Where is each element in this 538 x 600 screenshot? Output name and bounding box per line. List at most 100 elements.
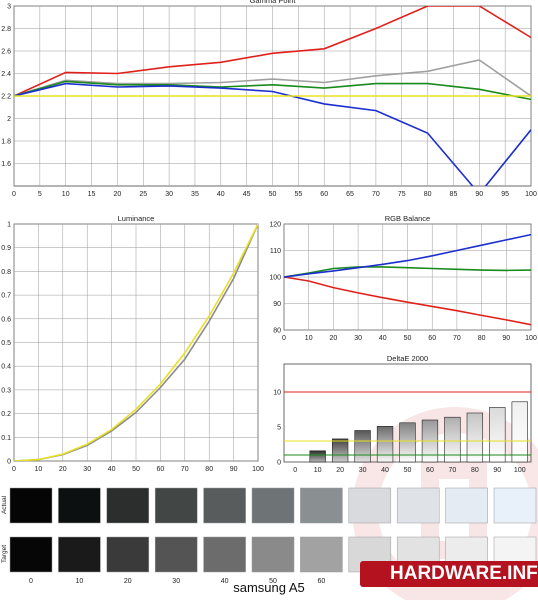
target-swatch <box>154 536 198 573</box>
rgb-x-tick-label: 70 <box>453 335 461 342</box>
deltae-title: DeltaE 2000 <box>387 354 428 363</box>
gamma-x-tick-label: 50 <box>269 191 277 198</box>
gamma-series-0-line <box>14 6 531 97</box>
rgb-title: RGB Balance <box>385 214 430 223</box>
rgb-y-tick-label: 110 <box>270 248 281 255</box>
luminance-y-tick-label: 1 <box>7 222 11 229</box>
swatch-label: 50 <box>269 578 277 585</box>
rgb-y-tick-label: 90 <box>273 301 281 308</box>
rgb-x-tick-label: 60 <box>428 335 436 342</box>
gamma-x-tick-label: 60 <box>320 191 328 198</box>
luminance-y-tick-label: 0.7 <box>1 293 11 300</box>
actual-swatch <box>396 487 440 524</box>
luminance-y-tick-label: 0.1 <box>1 435 11 442</box>
deltae-x-tick-label: 40 <box>381 467 389 474</box>
deltae-x-tick-label: 20 <box>336 467 344 474</box>
gamma-x-tick-label: 30 <box>165 191 173 198</box>
gamma-series-3-line <box>14 82 531 186</box>
gamma-y-tick-label: 2.2 <box>1 94 11 101</box>
rgb-x-tick-label: 100 <box>525 335 537 342</box>
deltae-x-tick-label: 70 <box>449 467 457 474</box>
deltae-bar <box>466 412 484 463</box>
logo-text: HARDWARE.INFO <box>390 563 538 584</box>
hardware-info-logo: HARDWARE.INFO <box>360 561 538 587</box>
gamma-y-tick-label: 1.6 <box>1 161 11 168</box>
actual-swatch <box>445 487 488 524</box>
swatch-label: 30 <box>172 578 180 585</box>
deltae-x-tick-label: 80 <box>471 467 479 474</box>
deltae-x-tick-label: 60 <box>426 467 434 474</box>
rgb-x-tick-label: 90 <box>502 335 510 342</box>
deltae-bar <box>399 422 416 463</box>
luminance-x-tick-label: 20 <box>59 466 67 473</box>
rgb-x-tick-label: 20 <box>330 335 338 342</box>
luminance-y-tick-label: 0 <box>7 459 11 466</box>
deltae-y-tick-label: 10 <box>273 390 281 397</box>
rgb-y-tick-label: 120 <box>269 222 281 229</box>
deltae-x-tick-label: 90 <box>493 467 501 474</box>
luminance-y-tick-label: 0.4 <box>1 364 11 371</box>
gamma-x-tick-label: 90 <box>475 191 483 198</box>
luminance-title: Luminance <box>118 214 155 223</box>
deltae-bar <box>489 407 506 463</box>
gamma-x-tick-label: 70 <box>372 191 380 198</box>
luminance-y-tick-label: 0.9 <box>1 245 11 252</box>
deltae-x-tick-label: 10 <box>314 467 322 474</box>
luminance-x-tick-label: 0 <box>12 466 16 473</box>
rgb-x-tick-label: 30 <box>354 335 362 342</box>
actual-swatch <box>106 487 150 524</box>
rgb-chart: 80 90 100 110 120 0 10 20 30 40 50 60 70 80 90 100 RGB B… <box>269 214 537 342</box>
rgb-x-tick-label: 0 <box>282 335 286 342</box>
luminance-x-tick-label: 10 <box>35 466 43 473</box>
gamma-x-tick-label: 75 <box>398 191 406 198</box>
luminance-y-tick-label: 0.6 <box>1 316 11 323</box>
target-swatch <box>300 536 343 573</box>
rgb-series-2-line <box>284 233 531 278</box>
gamma-x-tick-label: 25 <box>139 191 147 198</box>
swatch-panel: 0 10 20 30 40 50 60 Actual Target <box>1 487 537 585</box>
gamma-x-tick-label: 80 <box>424 191 432 198</box>
gamma-x-tick-label: 85 <box>450 191 458 198</box>
actual-swatch <box>58 487 101 524</box>
actual-swatch <box>9 487 53 524</box>
luminance-y-tick-label: 0.5 <box>1 340 11 347</box>
gamma-x-tick-label: 45 <box>243 191 251 198</box>
luminance-y-tick-label: 0.2 <box>1 411 11 418</box>
gamma-y-tick-label: 2.8 <box>1 26 11 33</box>
actual-swatch <box>154 487 198 524</box>
luminance-x-tick-label: 40 <box>108 466 116 473</box>
luminance-x-tick-label: 50 <box>132 466 140 473</box>
luminance-x-tick-label: 90 <box>230 466 238 473</box>
device-caption: samsung A5 <box>233 580 305 595</box>
gamma-series-1-line <box>14 59 531 97</box>
actual-swatch <box>300 487 343 524</box>
actual-swatch <box>348 487 392 524</box>
gamma-x-tick-label: 10 <box>62 191 70 198</box>
gamma-x-tick-label: 15 <box>88 191 96 198</box>
gamma-title: Gamma Point <box>250 0 297 5</box>
gamma-x-tick-label: 65 <box>346 191 354 198</box>
luminance-chart: 00.10.20.30.40.50.60.70.80.910 10 20 30 40 50… <box>1 214 264 473</box>
gamma-y-tick-label: 2 <box>7 116 11 123</box>
gamma-x-tick-label: 20 <box>114 191 122 198</box>
target-swatch <box>58 536 101 573</box>
rgb-x-tick-label: 50 <box>404 335 412 342</box>
swatch-label: 10 <box>76 578 84 585</box>
luminance-x-tick-label: 70 <box>181 466 189 473</box>
deltae-y-tick-label: 5 <box>277 425 281 432</box>
deltae-bar <box>354 430 371 463</box>
gamma-x-tick-label: 5 <box>38 191 42 198</box>
deltae-y-tick-label: 0 <box>277 460 281 467</box>
actual-swatch <box>493 487 537 524</box>
gamma-y-tick-label: 2.4 <box>1 71 11 78</box>
luminance-series-1-line <box>14 224 258 461</box>
target-row-label: Target <box>1 545 8 563</box>
luminance-x-tick-label: 30 <box>83 466 91 473</box>
deltae-x-tick-label: 100 <box>514 467 526 474</box>
swatch-label: 60 <box>318 578 326 585</box>
swatch-label: 0 <box>29 578 33 585</box>
gamma-x-tick-label: 100 <box>525 191 537 198</box>
rgb-y-tick-label: 100 <box>269 275 281 282</box>
actual-row-label: Actual <box>1 495 8 514</box>
